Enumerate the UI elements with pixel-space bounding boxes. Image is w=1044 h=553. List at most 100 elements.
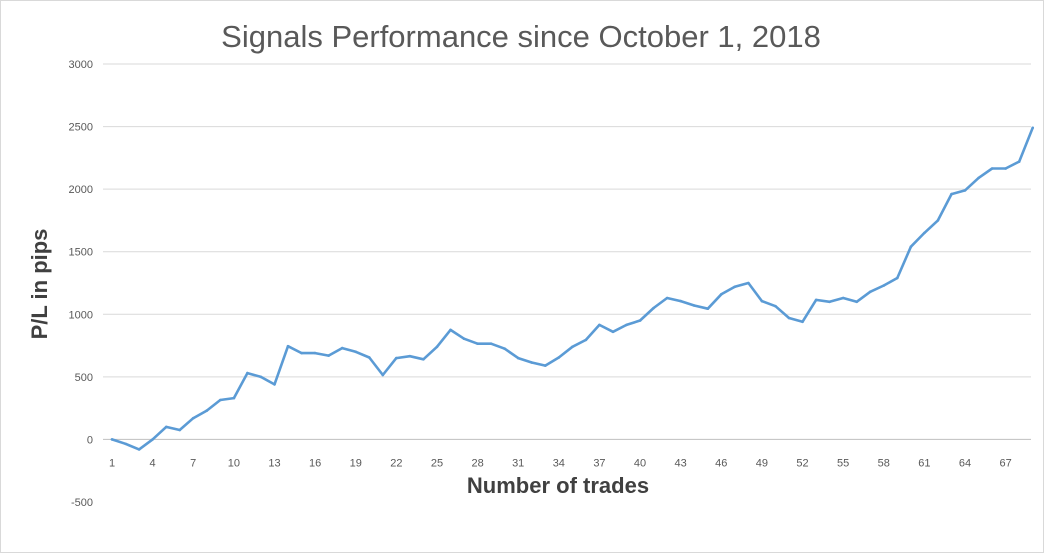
data-point <box>665 296 669 300</box>
data-point <box>313 351 317 355</box>
data-point <box>273 383 276 386</box>
y-axis-ticks: -500 0 500 1000 1500 2000 2500 3000 <box>69 59 93 509</box>
data-point <box>747 281 750 285</box>
data-point <box>963 189 967 192</box>
data-point <box>395 356 398 360</box>
x-tick-label: 43 <box>675 457 687 469</box>
x-tick-label: 16 <box>309 457 321 469</box>
x-tick-label: 49 <box>756 457 768 469</box>
data-point <box>733 285 737 289</box>
data-point <box>720 293 723 296</box>
x-axis-ticks: 1 4 7 10 13 16 19 22 25 28 31 34 37 40 43 46 49 52 55 58 61 6… <box>109 457 1012 469</box>
data-point <box>408 354 412 358</box>
y-tick-label: 3000 <box>69 59 93 71</box>
data-point <box>124 442 127 446</box>
y-tick-label: -500 <box>71 497 93 509</box>
x-axis-title: Number of trades <box>467 473 649 498</box>
data-point <box>706 307 710 311</box>
y-tick-label: 1500 <box>69 247 93 259</box>
data-point <box>503 347 507 351</box>
data-point <box>936 219 940 222</box>
data-point <box>151 438 154 441</box>
data-point <box>246 371 249 375</box>
data-point <box>638 319 642 322</box>
x-tick-label: 4 <box>150 457 156 469</box>
data-point <box>516 356 520 360</box>
data-point <box>801 320 804 324</box>
x-tick-label: 10 <box>228 457 240 469</box>
x-tick-label: 61 <box>918 457 930 469</box>
data-point <box>232 396 236 400</box>
data-point <box>137 448 141 451</box>
data-point <box>422 358 425 361</box>
x-tick-label: 46 <box>715 457 727 469</box>
data-point <box>990 167 994 170</box>
data-point <box>381 373 385 377</box>
data-point <box>611 330 615 334</box>
data-point <box>950 192 953 196</box>
x-tick-label: 37 <box>593 457 605 469</box>
data-point <box>489 342 493 346</box>
data-point <box>354 350 358 354</box>
data-point <box>110 438 114 441</box>
y-tick-label: 0 <box>87 434 93 446</box>
x-tick-label: 28 <box>471 457 483 469</box>
data-point <box>787 316 791 320</box>
data-point <box>530 361 533 364</box>
y-axis-title: P/L in pips <box>27 229 52 340</box>
data-point <box>449 328 452 332</box>
x-tick-label: 19 <box>350 457 362 469</box>
data-point <box>368 356 371 359</box>
data-point <box>571 345 574 349</box>
x-tick-label: 31 <box>512 457 524 469</box>
x-tick-label: 52 <box>796 457 808 469</box>
data-point <box>692 304 696 307</box>
data-point <box>774 304 777 308</box>
gridlines <box>103 63 1031 440</box>
y-tick-label: 2500 <box>69 122 93 134</box>
data-point <box>679 299 682 303</box>
x-tick-label: 13 <box>268 457 280 469</box>
data-point <box>977 176 980 180</box>
x-tick-label: 7 <box>190 457 196 469</box>
data-point <box>760 299 764 303</box>
data-point <box>882 284 886 287</box>
data-point <box>340 346 344 350</box>
y-tick-label: 2000 <box>69 184 93 196</box>
chart-title: Signals Performance since October 1, 201… <box>221 19 821 54</box>
data-point <box>652 306 655 310</box>
x-tick-label: 55 <box>837 457 849 469</box>
data-point <box>896 276 899 280</box>
data-point <box>435 345 439 349</box>
data-point <box>1031 126 1034 130</box>
data-point <box>584 338 588 342</box>
data-point <box>909 245 913 248</box>
data-point <box>259 375 263 379</box>
data-point <box>164 425 168 429</box>
data-point <box>1004 167 1007 170</box>
x-tick-label: 22 <box>390 457 402 469</box>
x-tick-label: 58 <box>878 457 890 469</box>
data-point <box>625 323 628 327</box>
data-point <box>327 354 330 357</box>
data-point <box>855 300 858 304</box>
data-point <box>178 428 181 432</box>
y-tick-label: 1000 <box>69 309 93 321</box>
data-point <box>544 364 547 367</box>
data-point <box>191 416 195 420</box>
data-point <box>1017 160 1021 163</box>
data-point <box>868 290 872 294</box>
data-point <box>219 398 222 402</box>
data-point <box>476 342 479 346</box>
x-tick-label: 25 <box>431 457 443 469</box>
data-point <box>828 300 831 304</box>
x-tick-label: 64 <box>959 457 971 469</box>
x-tick-label: 1 <box>109 457 115 469</box>
data-point <box>598 323 601 327</box>
data-point <box>814 298 818 302</box>
x-tick-label: 34 <box>553 457 565 469</box>
data-point <box>841 296 845 300</box>
x-tick-label: 67 <box>1000 457 1012 469</box>
